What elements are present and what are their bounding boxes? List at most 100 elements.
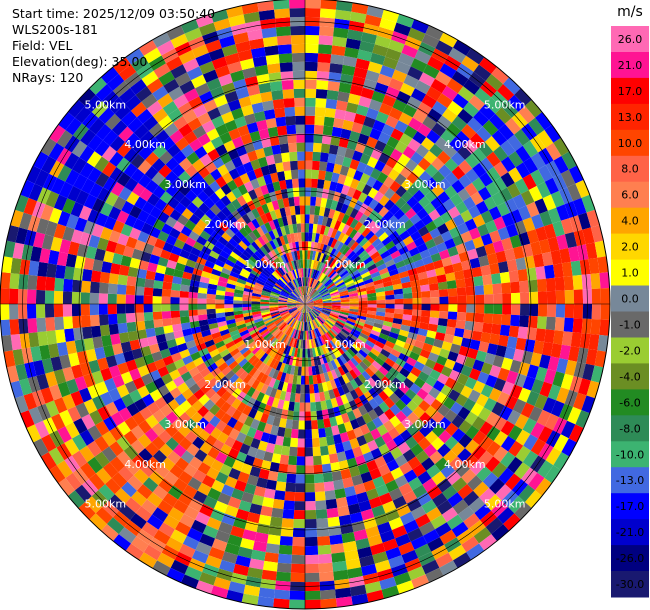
radar-gate [250,159,261,170]
radar-gate [295,320,300,330]
radar-gate [235,354,245,364]
radar-gate [287,306,297,311]
radar-gate [485,73,504,91]
radar-gate [321,188,330,199]
radar-gate [429,369,441,381]
radar-gate [319,206,326,217]
radar-gate [485,220,498,234]
radar-gate [167,108,183,123]
radar-gate [318,272,325,282]
radar-gate [504,395,519,410]
radar-gate [277,44,292,55]
radar-gate [189,456,203,470]
radar-gate [310,320,315,330]
radar-gate [335,264,344,273]
radar-gate [260,505,273,517]
radar-gate [235,508,250,521]
radar-gate [317,536,331,546]
radar-gate [9,273,20,289]
radar-gate [410,58,428,73]
radar-gate [201,474,216,488]
radar-gate [234,313,244,319]
radar-gate [297,304,305,310]
radar-gate [290,233,296,243]
radar-gate [420,284,430,292]
radar-gate [416,242,428,253]
radar-gate [107,293,117,304]
radar-gate [349,295,359,300]
radar-gate [446,78,464,94]
radar-gate [155,264,167,275]
radar-gate [327,284,337,291]
radar-gate [305,304,313,310]
radar-gate [310,241,315,251]
radar-gate [319,288,328,295]
radar-gate [342,326,352,334]
radar-gate [189,285,199,293]
radar-gate [309,250,314,260]
radar-gate [325,256,332,266]
radar-gate [329,181,338,192]
radar-gate [514,502,532,520]
radar-gate [270,425,279,436]
radar-gate [327,371,334,381]
radar-gate [315,317,322,326]
radar-gate [349,346,359,355]
radar-gate [235,260,245,269]
radar-gate [482,274,493,286]
radar-gate [201,120,216,134]
radar-gate [242,304,252,308]
radar-gate [153,319,164,328]
radar-gate [372,119,386,132]
radar-gate [395,197,407,209]
radar-gate [227,496,242,509]
radar-gate [409,383,422,395]
radar-gate [264,232,273,242]
radar-gate [367,61,383,74]
range-ring-label: 4.00km [444,138,486,151]
radar-gate [362,240,372,250]
radar-gate [348,313,358,318]
radar-gate [357,49,373,62]
radar-gate [541,251,554,267]
radar-gate [221,232,232,242]
radar-gate [488,206,502,221]
radar-gate [310,411,318,421]
radar-gate [296,142,305,152]
radar-gate [303,286,305,296]
radar-gate [257,156,268,168]
radar-gate [340,307,350,311]
radar-gate [281,324,289,332]
radar-gate [197,292,207,299]
radar-gate [179,513,195,528]
radar-gate [166,537,183,552]
radar-gate [101,145,117,162]
radar-gate [198,22,217,36]
radar-gate [330,228,338,239]
radar-gate [344,449,355,460]
radar-gate [280,265,288,274]
radar-gate [378,103,393,116]
radar-gate [146,100,163,116]
radar-gate [413,377,426,389]
radar-gate [387,382,399,393]
radar-gate [279,293,289,298]
radar-gate [44,304,55,318]
radar-gate [360,124,373,137]
radar-gate [241,213,252,225]
radar-gate [461,468,477,484]
radar-gate [237,546,253,559]
radar-gate [395,533,411,547]
radar-gate [301,357,305,367]
radar-gate [496,202,510,217]
radar-gate [194,146,208,159]
radar-gate [342,156,353,168]
radar-gate [374,455,387,468]
radar-gate [361,370,371,381]
radar-gate [129,257,141,269]
radar-gate [238,358,248,368]
radar-gate [332,36,348,48]
radar-gate [316,224,322,234]
radar-gate [440,230,453,242]
radar-gate [247,275,257,283]
